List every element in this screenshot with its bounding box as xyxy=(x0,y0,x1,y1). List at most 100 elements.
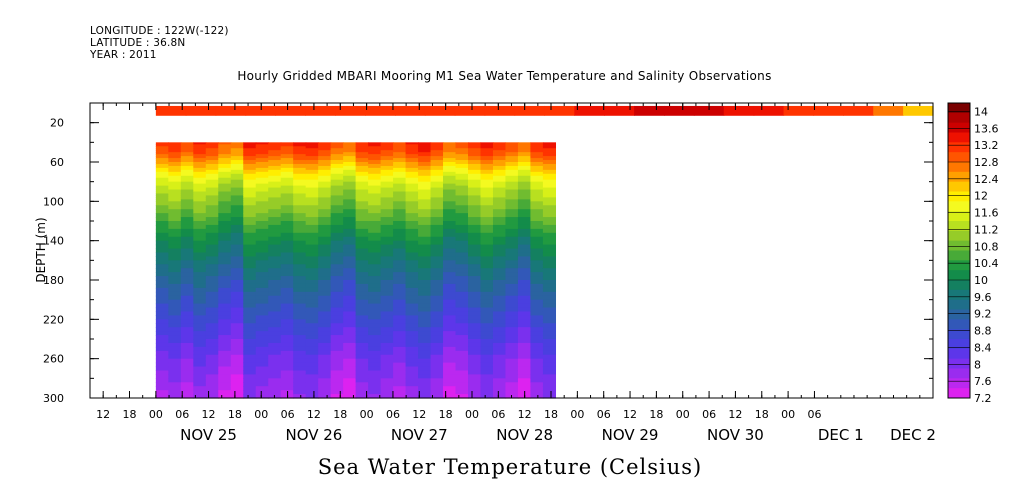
profile-cell xyxy=(180,323,194,328)
profile-cell xyxy=(380,187,394,191)
profile-cell xyxy=(293,362,307,368)
profile-cell xyxy=(218,213,232,218)
profile-cell xyxy=(280,354,294,360)
profile-cell xyxy=(405,268,419,273)
profile-cell xyxy=(255,342,269,348)
profile-cell xyxy=(530,256,544,261)
profile-cell xyxy=(355,244,369,250)
profile-cell xyxy=(255,268,269,273)
profile-cell xyxy=(455,390,469,395)
profile-cell xyxy=(355,209,369,214)
profile-cell xyxy=(517,362,532,368)
profile-cell xyxy=(455,185,469,189)
profile-cell xyxy=(517,158,532,161)
profile-cell xyxy=(155,362,169,368)
profile-cell xyxy=(405,378,419,383)
profile-cell xyxy=(230,248,244,254)
profile-cell xyxy=(480,335,494,340)
profile-cell xyxy=(380,252,394,257)
profile-cell xyxy=(418,236,432,242)
profile-cell xyxy=(430,179,444,183)
colorbar-swatch xyxy=(948,181,970,192)
profile-cell xyxy=(218,311,232,316)
profile-cell xyxy=(293,146,307,149)
profile-cell xyxy=(443,195,457,198)
profile-cell xyxy=(418,319,432,324)
profile-cell xyxy=(492,165,507,169)
profile-cell xyxy=(155,160,169,163)
profile-cell xyxy=(517,217,532,222)
profile-cell xyxy=(243,232,257,238)
profile-cell xyxy=(393,268,407,273)
profile-cell xyxy=(268,158,282,161)
profile-cell xyxy=(480,283,494,289)
profile-cell xyxy=(318,283,332,289)
profile-cell xyxy=(455,291,469,297)
profile-cell xyxy=(318,378,332,383)
profile-cell xyxy=(517,244,532,250)
profile-cell xyxy=(243,173,257,177)
profile-cell xyxy=(530,248,544,254)
profile-cell xyxy=(205,175,219,179)
profile-cell xyxy=(218,185,232,189)
profile-cell xyxy=(230,199,244,202)
profile-cell xyxy=(180,217,194,222)
profile-cell xyxy=(443,358,457,364)
profile-cell xyxy=(530,193,544,197)
profile-cell xyxy=(180,142,194,145)
profile-cell xyxy=(293,276,307,281)
profile-cell xyxy=(268,193,282,197)
profile-cell xyxy=(305,160,319,163)
profile-cell xyxy=(280,276,294,281)
profile-cell xyxy=(168,205,182,210)
profile-cell xyxy=(168,163,182,167)
colorbar-swatch xyxy=(948,388,970,399)
profile-cell xyxy=(443,187,457,191)
profile-cell xyxy=(280,390,294,395)
profile-cell xyxy=(255,307,269,313)
profile-cell xyxy=(468,366,482,372)
profile-cell xyxy=(505,179,519,183)
profile-cell xyxy=(168,195,182,198)
profile-cell xyxy=(205,228,219,234)
profile-cell xyxy=(505,264,519,269)
profile-cell xyxy=(180,197,194,200)
profile-cell xyxy=(180,146,194,149)
profile-cell xyxy=(155,183,169,187)
profile-cell xyxy=(193,221,207,226)
profile-cell xyxy=(530,201,544,206)
colorbar-swatch xyxy=(948,309,970,320)
profile-cell xyxy=(393,163,407,167)
profile-cell xyxy=(530,240,544,246)
profile-cell xyxy=(430,150,444,153)
profile-cell xyxy=(343,346,357,352)
profile-cell xyxy=(505,199,519,202)
colorbar-label: 14 xyxy=(974,105,988,118)
profile-cell xyxy=(293,175,307,179)
profile-cell xyxy=(380,264,394,269)
profile-cell xyxy=(368,264,382,269)
profile-cell xyxy=(168,228,182,234)
profile-cell xyxy=(168,191,182,195)
profile-cell xyxy=(205,224,219,230)
profile-cell xyxy=(455,256,469,261)
profile-cell xyxy=(305,331,319,336)
profile-cell xyxy=(255,221,269,226)
profile-cell xyxy=(318,152,332,155)
profile-cell xyxy=(255,244,269,250)
profile-cell xyxy=(405,272,419,277)
profile-cell xyxy=(480,162,494,165)
profile-cell xyxy=(255,335,269,340)
profile-cell xyxy=(330,331,344,336)
profile-cell xyxy=(243,221,257,226)
profile-cell xyxy=(443,165,457,169)
profile-cell xyxy=(443,339,457,344)
profile-cell xyxy=(243,185,257,189)
profile-cell xyxy=(218,386,232,391)
profile-cell xyxy=(305,177,319,181)
profile-cell xyxy=(305,183,319,187)
colorbar-label: 12 xyxy=(974,190,988,203)
profile-cell xyxy=(168,335,182,340)
profile-cell xyxy=(230,272,244,277)
profile-cell xyxy=(243,191,257,195)
